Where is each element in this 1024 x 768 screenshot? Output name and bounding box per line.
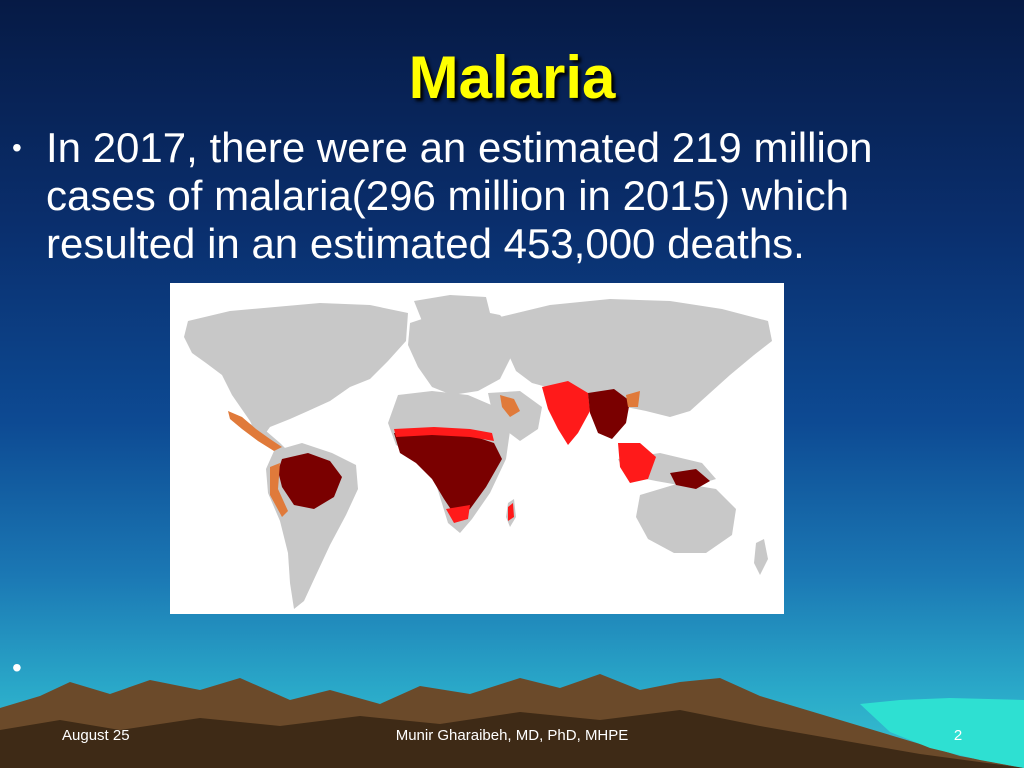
mountains-decoration	[0, 674, 1024, 768]
risk-south-america-low	[270, 463, 288, 517]
land-new-zealand	[754, 539, 768, 575]
bullet-marker: •	[12, 132, 22, 163]
risk-amazon-high	[278, 453, 342, 509]
footer-date: August 25	[62, 727, 130, 744]
risk-africa-moderate	[394, 427, 494, 441]
empty-bullet: •	[12, 652, 22, 683]
footer-page-number: 2	[953, 727, 963, 744]
bullet-item: • In 2017, there were an estimated 219 m…	[12, 124, 1012, 268]
risk-central-america-low	[228, 411, 282, 451]
mountain-shadow	[0, 710, 1024, 768]
bullet-text: In 2017, there were an estimated 219 mil…	[46, 124, 873, 267]
world-map-svg	[184, 295, 772, 609]
risk-se-asia-moderate	[618, 443, 656, 483]
risk-mideast-low	[500, 395, 520, 417]
land-north-america	[184, 303, 408, 441]
malaria-world-map	[170, 283, 784, 614]
risk-southern-africa-moderate	[446, 505, 470, 523]
risk-new-guinea-high	[670, 469, 710, 489]
water-reflection	[860, 698, 1024, 768]
risk-se-asia-high	[588, 389, 630, 439]
risk-china-low	[626, 391, 640, 407]
risk-africa-high	[394, 433, 502, 517]
land-europe	[408, 309, 518, 395]
slide-title: Malaria	[408, 44, 616, 111]
footer-author: Munir Gharaibeh, MD, PhD, MHPE	[395, 727, 629, 744]
land-australia	[636, 483, 736, 553]
risk-india-moderate	[542, 381, 590, 445]
risk-madagascar-moderate	[508, 503, 514, 521]
